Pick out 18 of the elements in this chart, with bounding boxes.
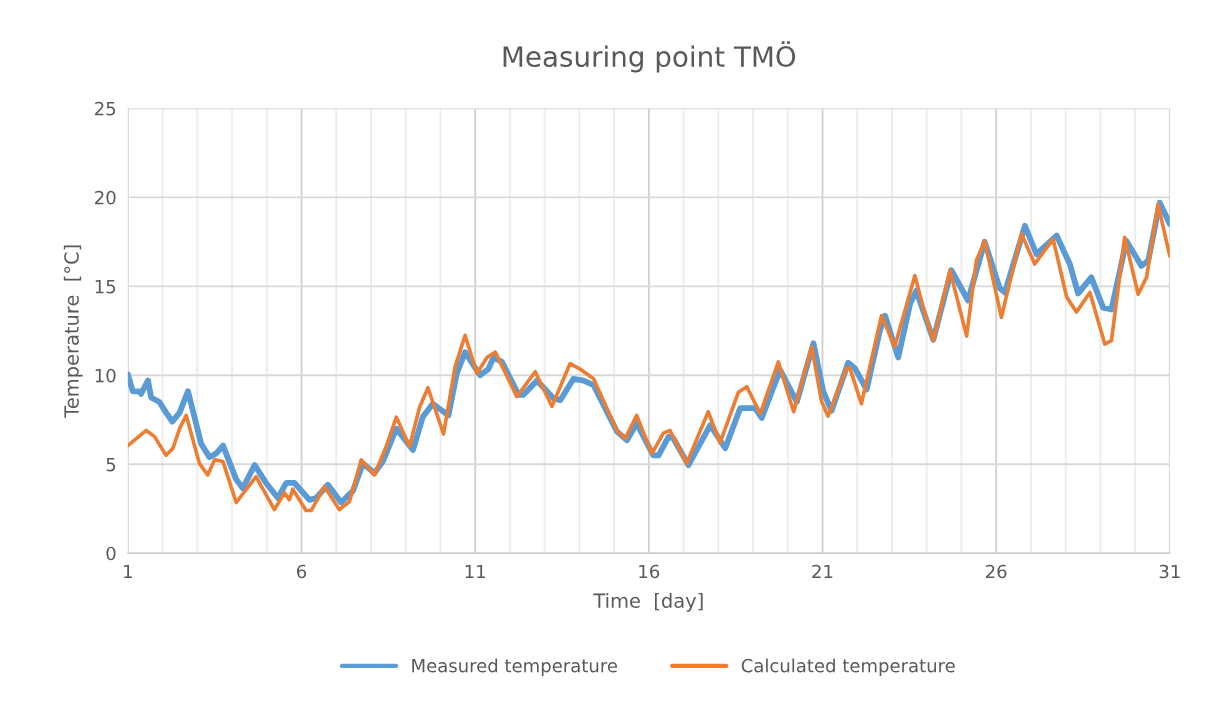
legend-label: Calculated temperature	[741, 658, 955, 676]
x-tick-label: 31	[1159, 564, 1180, 579]
y-tick-label: 15	[95, 279, 116, 294]
x-tick-label: 21	[812, 564, 833, 579]
y-axis-title: Temperature [°C]	[63, 245, 83, 418]
x-axis-title: Time [day]	[593, 592, 703, 612]
x-tick-label: 26	[985, 564, 1007, 579]
y-tick-label: 25	[95, 101, 116, 116]
x-tick-label: 6	[297, 564, 307, 579]
legend-label: Measured temperature	[412, 658, 617, 676]
y-tick-label: 0	[106, 546, 116, 561]
x-tick-label: 16	[639, 564, 660, 579]
x-tick-label: 1	[124, 564, 132, 579]
y-tick-label: 10	[95, 368, 116, 383]
x-tick-label: 11	[465, 564, 485, 579]
y-tick-label: 5	[106, 457, 116, 472]
y-tick-label: 20	[95, 190, 116, 205]
chart-title: Measuring point TMÖ	[503, 41, 796, 73]
